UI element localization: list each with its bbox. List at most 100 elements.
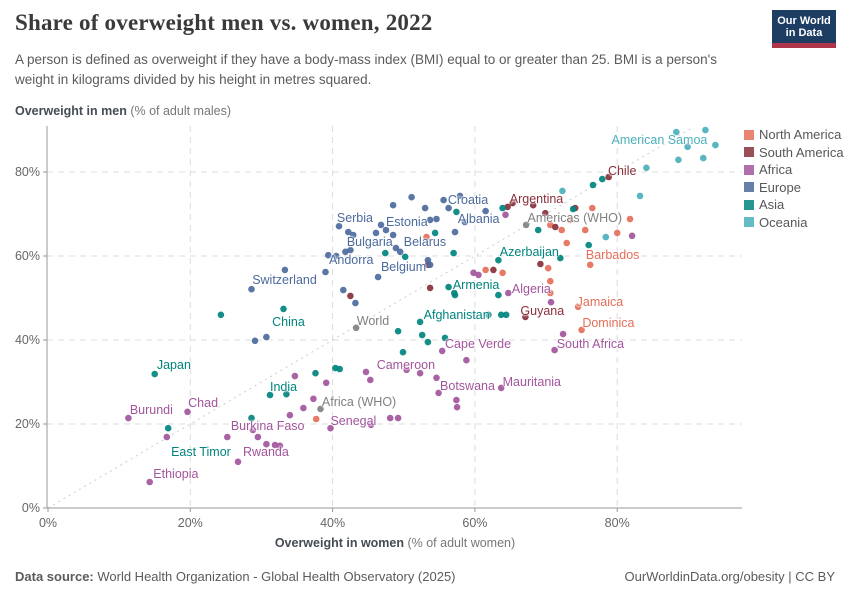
data-point[interactable] bbox=[336, 365, 344, 373]
legend-item-north_america[interactable]: North America bbox=[744, 126, 844, 144]
data-point[interactable] bbox=[441, 334, 449, 342]
data-point[interactable] bbox=[416, 369, 424, 377]
data-point[interactable] bbox=[382, 226, 390, 234]
data-point[interactable] bbox=[347, 246, 354, 254]
data-point[interactable] bbox=[461, 218, 469, 226]
data-point[interactable] bbox=[312, 369, 319, 377]
country-label[interactable]: Burkina Faso bbox=[230, 419, 305, 434]
data-point[interactable] bbox=[248, 414, 255, 422]
country-label[interactable]: Croatia bbox=[447, 193, 489, 208]
data-point[interactable] bbox=[435, 389, 442, 397]
data-point[interactable] bbox=[585, 241, 592, 249]
data-point[interactable] bbox=[453, 396, 460, 404]
data-point[interactable] bbox=[146, 478, 153, 486]
data-point[interactable] bbox=[263, 333, 270, 341]
legend-item-asia[interactable]: Asia bbox=[744, 196, 844, 214]
data-point[interactable] bbox=[345, 228, 352, 236]
data-point[interactable] bbox=[433, 215, 440, 223]
country-label[interactable]: Barbados bbox=[585, 248, 640, 263]
data-point[interactable] bbox=[286, 411, 294, 419]
data-point[interactable] bbox=[125, 414, 132, 422]
data-point[interactable] bbox=[547, 221, 554, 229]
data-point[interactable] bbox=[451, 289, 458, 297]
data-point[interactable] bbox=[271, 441, 279, 449]
country-label[interactable]: Azerbaijan bbox=[499, 244, 559, 259]
data-point[interactable] bbox=[712, 141, 719, 149]
legend-item-oceania[interactable]: Oceania bbox=[744, 214, 844, 232]
data-point[interactable] bbox=[589, 204, 596, 212]
country-label[interactable]: Guyana bbox=[520, 304, 565, 319]
data-point[interactable] bbox=[628, 232, 636, 240]
data-point[interactable] bbox=[280, 305, 287, 313]
data-point[interactable] bbox=[559, 330, 567, 338]
data-point[interactable] bbox=[675, 156, 682, 164]
data-point[interactable] bbox=[542, 209, 549, 217]
data-point[interactable] bbox=[325, 251, 332, 259]
data-point[interactable] bbox=[440, 196, 447, 204]
country-label[interactable]: Mauritania bbox=[502, 375, 562, 389]
data-point[interactable] bbox=[453, 403, 461, 411]
data-point[interactable] bbox=[482, 207, 489, 215]
country-label[interactable]: Serbia bbox=[336, 211, 373, 226]
data-point[interactable] bbox=[485, 311, 492, 319]
data-point[interactable] bbox=[283, 390, 290, 398]
country-label[interactable]: Bulgaria bbox=[346, 235, 393, 250]
data-point[interactable] bbox=[362, 368, 370, 376]
data-point[interactable] bbox=[374, 273, 382, 281]
owid-logo[interactable]: Our World in Data bbox=[772, 10, 836, 48]
data-point[interactable] bbox=[266, 391, 274, 399]
data-point[interactable] bbox=[401, 253, 409, 261]
country-label[interactable]: Belarus bbox=[403, 235, 447, 250]
data-point[interactable] bbox=[495, 256, 502, 264]
data-point[interactable] bbox=[322, 268, 329, 276]
data-point[interactable] bbox=[251, 337, 259, 345]
country-label[interactable]: Albania bbox=[457, 212, 500, 227]
legend-item-europe[interactable]: Europe bbox=[744, 179, 844, 197]
country-label[interactable]: Chad bbox=[188, 396, 219, 410]
country-label[interactable]: Estonia bbox=[385, 214, 428, 229]
country-label[interactable]: Rwanda bbox=[242, 445, 289, 460]
data-point[interactable] bbox=[276, 442, 284, 450]
country-label[interactable]: Belgium bbox=[380, 259, 427, 274]
data-point[interactable] bbox=[421, 204, 429, 212]
data-point[interactable] bbox=[563, 239, 570, 247]
data-point[interactable] bbox=[482, 266, 489, 274]
country-label[interactable]: India bbox=[269, 380, 298, 395]
country-label[interactable]: Americas (WHO) bbox=[527, 211, 622, 226]
country-label[interactable]: Algeria bbox=[511, 282, 551, 297]
data-point[interactable] bbox=[589, 181, 597, 189]
data-point[interactable] bbox=[626, 215, 634, 223]
legend-item-africa[interactable]: Africa bbox=[744, 161, 844, 179]
country-label[interactable]: Senegal bbox=[330, 414, 377, 429]
data-point[interactable] bbox=[557, 254, 564, 262]
data-point[interactable] bbox=[217, 311, 225, 319]
country-label[interactable]: Burundi bbox=[129, 403, 173, 418]
data-point[interactable] bbox=[453, 208, 460, 216]
data-point[interactable] bbox=[499, 204, 506, 212]
data-point[interactable] bbox=[456, 192, 464, 200]
data-point[interactable] bbox=[613, 229, 621, 237]
data-point[interactable] bbox=[396, 248, 404, 256]
data-point[interactable] bbox=[382, 249, 389, 257]
data-point[interactable] bbox=[312, 415, 320, 423]
data-point[interactable] bbox=[291, 372, 299, 380]
data-point[interactable] bbox=[418, 331, 426, 339]
data-point[interactable] bbox=[423, 233, 430, 241]
country-label[interactable]: Jamaica bbox=[576, 295, 624, 310]
data-point[interactable] bbox=[450, 249, 457, 257]
data-point[interactable] bbox=[490, 266, 497, 274]
data-point[interactable] bbox=[164, 424, 172, 432]
data-point[interactable] bbox=[547, 289, 554, 297]
data-point[interactable] bbox=[342, 248, 349, 256]
data-point[interactable] bbox=[254, 433, 262, 441]
data-point[interactable] bbox=[335, 222, 343, 230]
data-point[interactable] bbox=[559, 187, 566, 195]
data-point[interactable] bbox=[389, 231, 397, 239]
data-point[interactable] bbox=[394, 414, 402, 422]
data-point[interactable] bbox=[263, 440, 270, 448]
data-point[interactable] bbox=[586, 261, 594, 269]
data-point[interactable] bbox=[502, 211, 509, 219]
data-point[interactable] bbox=[424, 338, 432, 346]
data-point[interactable] bbox=[327, 424, 334, 432]
data-point[interactable] bbox=[574, 303, 582, 311]
